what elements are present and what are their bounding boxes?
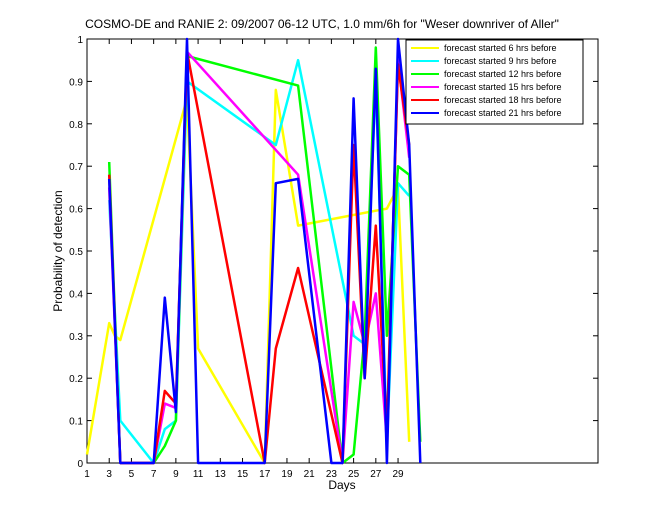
x-tick-label: 21 <box>304 469 316 480</box>
x-tick-label: 3 <box>106 469 112 480</box>
legend-entry-5: forecast started 18 hrs before <box>444 95 562 105</box>
legend-entry-1: forecast started 6 hrs before <box>444 43 557 53</box>
legend: forecast started 6 hrs before forecast st… <box>405 39 584 125</box>
y-tick-label: 0.4 <box>69 289 83 300</box>
x-axis-label: Days <box>328 478 355 492</box>
x-tick-label: 23 <box>326 469 338 480</box>
x-tick-label: 7 <box>151 469 157 480</box>
legend-entry-3: forecast started 12 hrs before <box>444 69 562 79</box>
y-tick-label: 0.9 <box>69 77 83 88</box>
series-line-5 <box>107 50 411 465</box>
y-tick-label: 0.5 <box>69 247 83 258</box>
x-tick-label: 13 <box>215 469 227 480</box>
y-tick-label: 0.3 <box>69 332 83 343</box>
series-group <box>85 37 422 465</box>
y-axis: 0 0.1 0.2 0.3 0.4 0.5 0.6 0.7 0.8 0.9 1 <box>69 35 598 470</box>
y-tick-label: 0.2 <box>69 374 83 385</box>
legend-entry-4: forecast started 15 hrs before <box>444 82 562 92</box>
y-axis-label: Probability of detection <box>51 190 65 311</box>
x-tick-label: 5 <box>129 469 135 480</box>
legend-box <box>405 39 584 125</box>
x-tick-label: 17 <box>259 469 271 480</box>
y-tick-label: 0.7 <box>69 162 83 173</box>
chart-title: COSMO-DE and RANIE 2: 09/2007 06-12 UTC,… <box>85 17 559 31</box>
x-tick-label: 1 <box>84 469 90 480</box>
y-tick-label: 0.6 <box>69 205 83 216</box>
x-tick-label: 19 <box>281 469 293 480</box>
x-tick-label: 25 <box>348 469 360 480</box>
legend-entry-6: forecast started 21 hrs before <box>444 108 562 118</box>
x-tick-label: 29 <box>392 469 404 480</box>
legend-entry-2: forecast started 9 hrs before <box>444 56 557 66</box>
y-tick-label: 0.8 <box>69 120 83 131</box>
x-tick-label: 9 <box>173 469 179 480</box>
y-tick-label: 0 <box>77 459 83 470</box>
y-tick-label: 1 <box>77 35 83 46</box>
x-tick-label: 11 <box>193 469 204 480</box>
series-line-6 <box>107 37 422 465</box>
y-tick-label: 0.1 <box>69 417 83 428</box>
x-tick-label: 15 <box>237 469 249 480</box>
x-tick-label: 27 <box>370 469 382 480</box>
